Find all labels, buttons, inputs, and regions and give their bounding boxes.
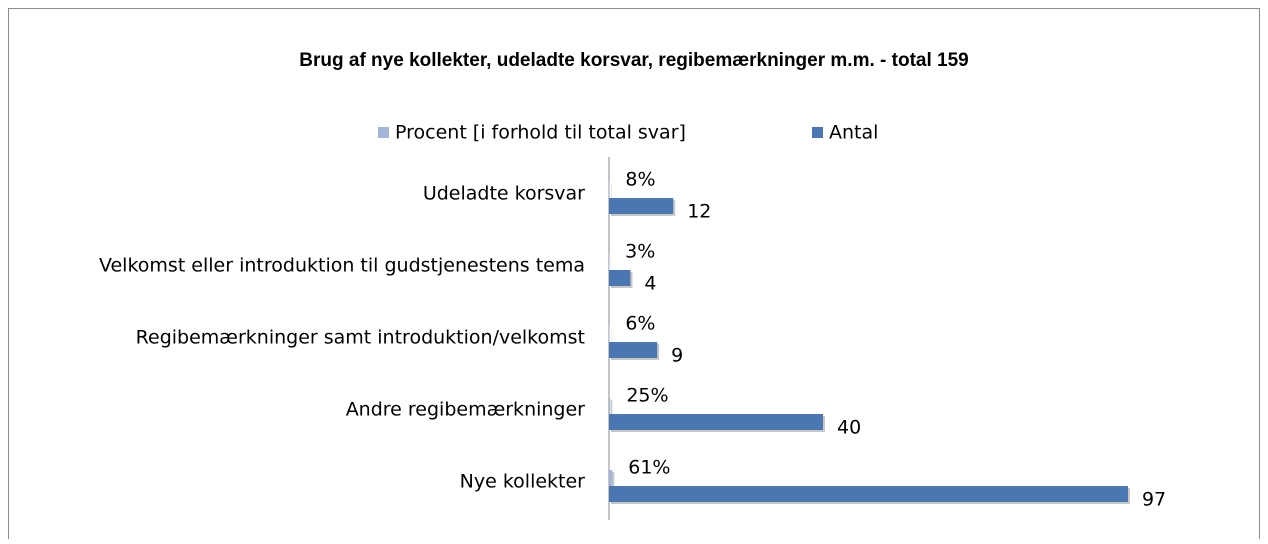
data-label: 4 bbox=[644, 273, 656, 295]
data-label: 3% bbox=[625, 241, 655, 263]
category-label: Udeladte korsvar bbox=[423, 183, 585, 205]
category-label: Regibemærkninger samt introduktion/velko… bbox=[136, 327, 585, 349]
data-label: 12 bbox=[687, 201, 711, 223]
data-label: 25% bbox=[626, 385, 668, 407]
bar bbox=[609, 198, 673, 214]
data-label: 61% bbox=[628, 457, 670, 479]
bar bbox=[609, 254, 610, 270]
data-label: 97 bbox=[1142, 489, 1166, 511]
data-label: 6% bbox=[625, 313, 655, 335]
category-label: Nye kollekter bbox=[460, 471, 586, 493]
category-label: Velkomst eller introduktion til gudstjen… bbox=[99, 255, 585, 277]
bar bbox=[609, 326, 610, 342]
legend-label: Procent [i forhold til total svar] bbox=[395, 122, 686, 144]
bar bbox=[609, 182, 610, 198]
legend-swatch bbox=[812, 127, 823, 138]
bar-shadow bbox=[611, 400, 612, 416]
bar bbox=[609, 342, 657, 358]
bar bbox=[609, 414, 823, 430]
bar bbox=[609, 270, 630, 286]
bar bbox=[609, 470, 612, 486]
data-label: 40 bbox=[837, 417, 861, 439]
category-label: Andre regibemærkninger bbox=[346, 399, 585, 421]
data-label: 9 bbox=[671, 345, 683, 367]
bar bbox=[609, 486, 1128, 502]
bar bbox=[609, 398, 610, 414]
legend-label: Antal bbox=[829, 122, 878, 144]
legend-swatch bbox=[378, 127, 389, 138]
data-label: 8% bbox=[625, 169, 655, 191]
chart-title: Brug af nye kollekter, udeladte korsvar,… bbox=[299, 50, 968, 71]
